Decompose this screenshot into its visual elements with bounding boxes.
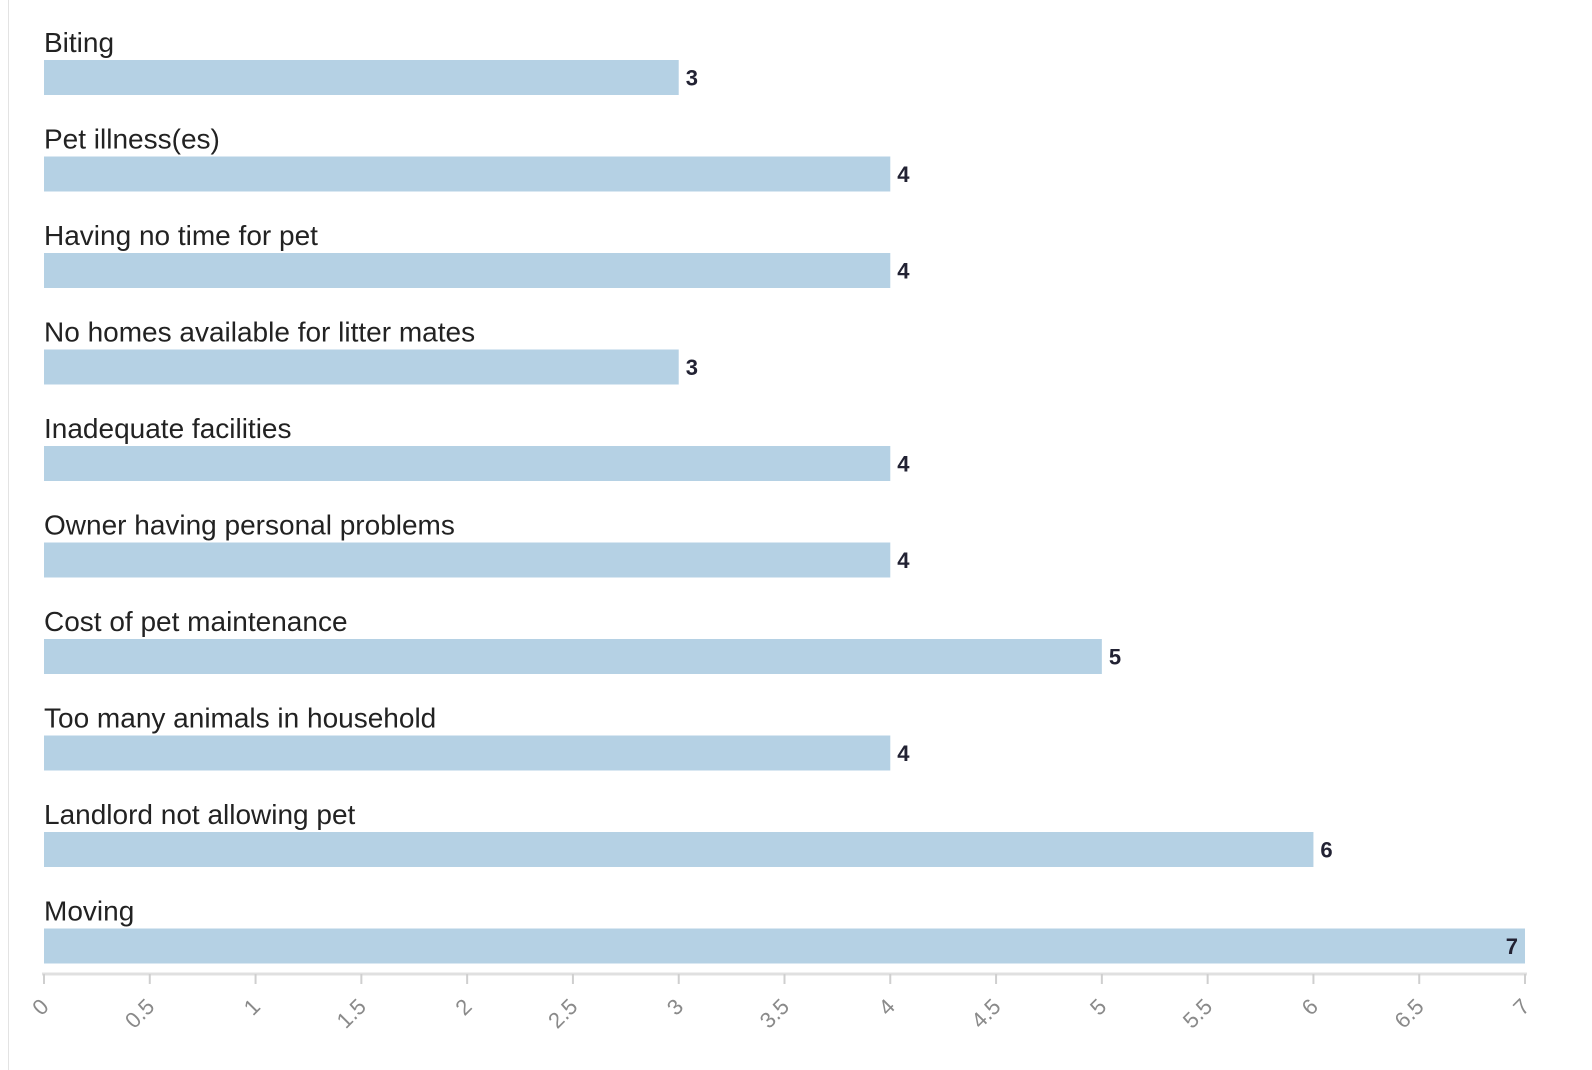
x-axis: 0 0.5 1 1.5 2 2.5 3 3.5 4 4.5 5 5.5 6 6.5 7 [27, 972, 1535, 1033]
x-tick-label: 1 [239, 994, 265, 1020]
bar [44, 928, 1525, 964]
value-label: 4 [897, 452, 910, 477]
bar [44, 542, 891, 578]
category-label: Landlord not allowing pet [44, 799, 356, 830]
x-tick-label: 0.5 [120, 994, 159, 1033]
value-label: 6 [1320, 838, 1332, 863]
category-label: Having no time for pet [44, 220, 318, 251]
bar [44, 60, 679, 95]
category-label: Moving [44, 896, 134, 927]
value-label: 7 [1506, 934, 1518, 959]
category-label: Owner having personal problems [44, 510, 455, 541]
bar [44, 832, 1314, 867]
category-label: No homes available for litter mates [44, 317, 475, 348]
category-label: Cost of pet maintenance [44, 606, 348, 637]
x-tick-label: 6.5 [1389, 994, 1428, 1033]
x-tick-label: 3 [662, 994, 688, 1020]
category-label: Too many animals in household [44, 703, 436, 734]
x-tick-label: 3.5 [755, 994, 794, 1033]
x-tick-label: 2 [450, 994, 476, 1020]
bar [44, 349, 679, 385]
value-label: 4 [897, 548, 910, 573]
bar [44, 735, 891, 771]
value-label: 3 [686, 66, 698, 91]
category-label: Pet illness(es) [44, 124, 220, 155]
value-label: 4 [897, 162, 910, 187]
x-tick-label: 0 [27, 994, 53, 1020]
category-label: Inadequate facilities [44, 413, 292, 444]
x-tick-label: 6 [1297, 994, 1323, 1020]
bar [44, 446, 891, 481]
value-label: 4 [897, 259, 910, 284]
x-tick-label: 2.5 [543, 994, 582, 1033]
bar [44, 253, 891, 288]
x-tick-label: 5 [1085, 994, 1111, 1020]
value-label: 4 [897, 741, 910, 766]
bar [44, 156, 891, 192]
x-tick-label: 4.5 [966, 994, 1005, 1033]
x-tick-label: 5.5 [1178, 994, 1217, 1033]
x-tick-label: 7 [1508, 994, 1534, 1020]
chart-left-border [8, 0, 9, 1070]
category-label: Biting [44, 27, 114, 58]
x-tick-label: 1.5 [332, 994, 371, 1033]
value-label: 3 [686, 355, 698, 380]
x-tick-label: 4 [873, 994, 899, 1020]
bars-group: Biting 3 Pet illness(es) 4 Having no time fo… [44, 27, 1525, 964]
bar [44, 639, 1102, 674]
value-label: 5 [1109, 645, 1121, 670]
